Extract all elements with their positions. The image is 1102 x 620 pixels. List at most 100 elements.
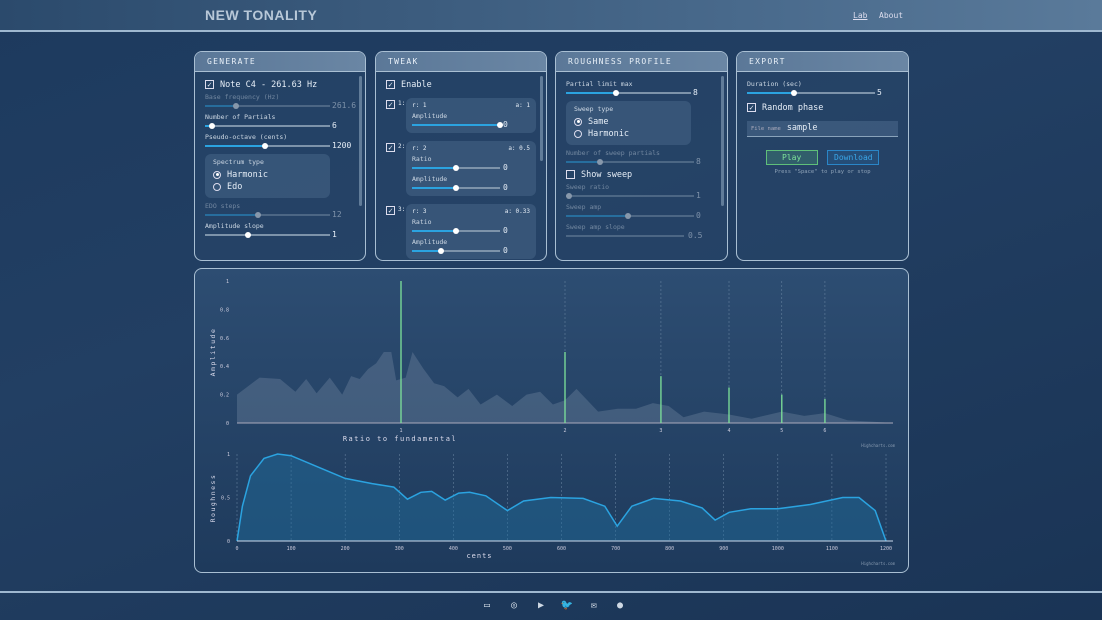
panel-title: GENERATE	[195, 52, 365, 72]
show-sweep-checkbox[interactable]: Show sweep	[566, 170, 717, 180]
partial-slider[interactable]: 0	[412, 183, 530, 192]
github-icon[interactable]: ●	[616, 600, 624, 611]
y-tick-label: 0.2	[220, 393, 229, 399]
octave-slider[interactable]: 1200	[205, 141, 355, 150]
sweep-type-group: Sweep type Same Harmonic	[566, 101, 691, 145]
x-tick-label: 100	[287, 546, 296, 552]
partials-slider[interactable]: 6	[205, 121, 355, 130]
x-tick-label: 1000	[772, 546, 784, 552]
y-tick-label: 1	[227, 452, 230, 458]
checkbox-icon: ✓	[205, 80, 214, 89]
sweep-amp-slider[interactable]: 0	[566, 211, 717, 220]
partial-slider[interactable]: 0	[412, 226, 530, 235]
sweep-partials-label: Number of sweep partials	[566, 149, 660, 157]
nav-lab[interactable]: Lab	[853, 11, 868, 20]
x-tick-label: 400	[449, 546, 458, 552]
x-tick-label: 6	[823, 428, 826, 434]
partial-slider[interactable]: 0	[412, 120, 530, 129]
y-tick-label: 0	[227, 539, 230, 545]
partial-slider[interactable]: 0	[412, 163, 530, 172]
octave-label: Pseudo-octave (cents)	[205, 133, 288, 141]
hint-text: Press "Space" to play or stop	[774, 169, 871, 175]
partial-item: ✓ 3: r: 3 a: 0.33 Ratio 0 Amplitude 0	[386, 204, 536, 259]
export-panel: EXPORT Duration (sec) 5 ✓ Random phase Fi…	[736, 51, 909, 261]
top-nav: NEW TONALITY Lab About	[0, 0, 1102, 32]
partial-checkbox[interactable]: ✓	[386, 100, 395, 109]
y-tick-label: 0.4	[220, 364, 229, 370]
spectrum-label: Spectrum type	[213, 158, 264, 166]
y-axis-title: Amplitude	[209, 328, 217, 377]
partials-label: Number of Partials	[205, 113, 276, 121]
random-phase-checkbox[interactable]: ✓ Random phase	[747, 103, 898, 113]
panel-title: EXPORT	[737, 52, 908, 72]
limit-label: Partial limit max	[566, 80, 633, 88]
tweak-panel: TWEAK ✓ Enable ✓ 1: r: 1 a: 1 Amplitude 0 ✓…	[375, 51, 547, 261]
roughness-area	[237, 454, 886, 541]
nav-about[interactable]: About	[879, 11, 904, 20]
logo[interactable]: NEW TONALITY	[205, 7, 318, 23]
x-tick-label: 300	[395, 546, 404, 552]
scrollbar[interactable]	[721, 76, 724, 206]
chart-panel	[194, 268, 909, 573]
x-tick-label: 0	[235, 546, 238, 552]
x-tick-label: 2	[563, 428, 566, 434]
sweep-slope-label: Sweep amp slope	[566, 223, 625, 231]
youtube-icon[interactable]: ▶	[537, 600, 545, 611]
generate-panel: GENERATE ✓ Note C4 - 261.63 Hz Base frequ…	[194, 51, 366, 261]
note-checkbox[interactable]: ✓ Note C4 - 261.63 Hz	[205, 80, 355, 90]
play-button[interactable]: Play	[765, 150, 818, 165]
x-tick-label: 800	[665, 546, 674, 552]
edo-label: EDO steps	[205, 202, 241, 210]
slope-label: Amplitude slope	[205, 222, 264, 230]
footer-divider	[0, 591, 1102, 593]
panel-title: TWEAK	[376, 52, 546, 72]
y-axis-title: Roughness	[209, 474, 217, 523]
y-tick-label: 0	[226, 421, 229, 427]
roughness-line[interactable]	[236, 453, 887, 542]
partial-checkbox[interactable]: ✓	[386, 143, 395, 152]
base-freq-label: Base frequency (Hz)	[205, 93, 280, 101]
edo-slider[interactable]: 12	[205, 210, 355, 219]
x-axis-title: cents	[466, 552, 492, 560]
x-tick-label: 3	[659, 428, 662, 434]
download-button[interactable]: Download	[827, 150, 880, 165]
partial-checkbox[interactable]: ✓	[386, 206, 395, 215]
sweep-ratio-slider[interactable]: 1	[566, 191, 717, 200]
slope-slider[interactable]: 1	[205, 230, 355, 239]
sweep-ratio-label: Sweep ratio	[566, 183, 610, 191]
x-tick-label: 900	[719, 546, 728, 552]
partial-item: ✓ 2: r: 2 a: 0.5 Ratio 0 Amplitude 0	[386, 141, 536, 196]
base-freq-slider[interactable]: 261.6	[205, 101, 356, 110]
x-tick-label: 4	[727, 428, 730, 434]
duration-slider[interactable]: 5	[747, 88, 898, 97]
x-axis-title: Ratio to fundamental	[343, 435, 457, 443]
twitter-icon[interactable]: 🐦	[560, 600, 574, 611]
radio-harmonic[interactable]: Harmonic	[574, 129, 683, 139]
sweep-partials-slider[interactable]: 8	[566, 157, 717, 166]
x-tick-label: 600	[557, 546, 566, 552]
y-tick-label: 0.8	[220, 307, 229, 313]
note-label: Note C4 - 261.63 Hz	[220, 80, 318, 90]
scrollbar[interactable]	[540, 76, 543, 161]
limit-slider[interactable]: 8	[566, 88, 717, 97]
radio-edo[interactable]: Edo	[213, 182, 322, 192]
x-tick-label: 700	[611, 546, 620, 552]
y-tick-label: 0.5	[221, 496, 230, 502]
x-tick-label: 200	[341, 546, 350, 552]
partial-item: ✓ 1: r: 1 a: 1 Amplitude 0	[386, 98, 536, 133]
radio-harmonic[interactable]: Harmonic	[213, 170, 322, 180]
x-tick-label: 500	[503, 546, 512, 552]
file-name-input[interactable]: File name sample	[747, 121, 898, 137]
mail-icon[interactable]: ✉	[590, 600, 598, 611]
x-tick-label: 1200	[880, 546, 892, 552]
partial-slider[interactable]: 0	[412, 246, 530, 255]
sweep-slope-slider[interactable]: 0.5	[566, 231, 717, 240]
scrollbar[interactable]	[359, 76, 362, 206]
compass-icon[interactable]: ◎	[510, 600, 518, 611]
radio-same[interactable]: Same	[574, 117, 683, 127]
roughness-panel: ROUGHNESS PROFILE Partial limit max 8 Sw…	[555, 51, 728, 261]
chart-credit: Highcharts.com	[861, 443, 895, 448]
enable-checkbox[interactable]: ✓ Enable	[386, 80, 536, 90]
patreon-icon[interactable]: ▭	[483, 600, 491, 611]
